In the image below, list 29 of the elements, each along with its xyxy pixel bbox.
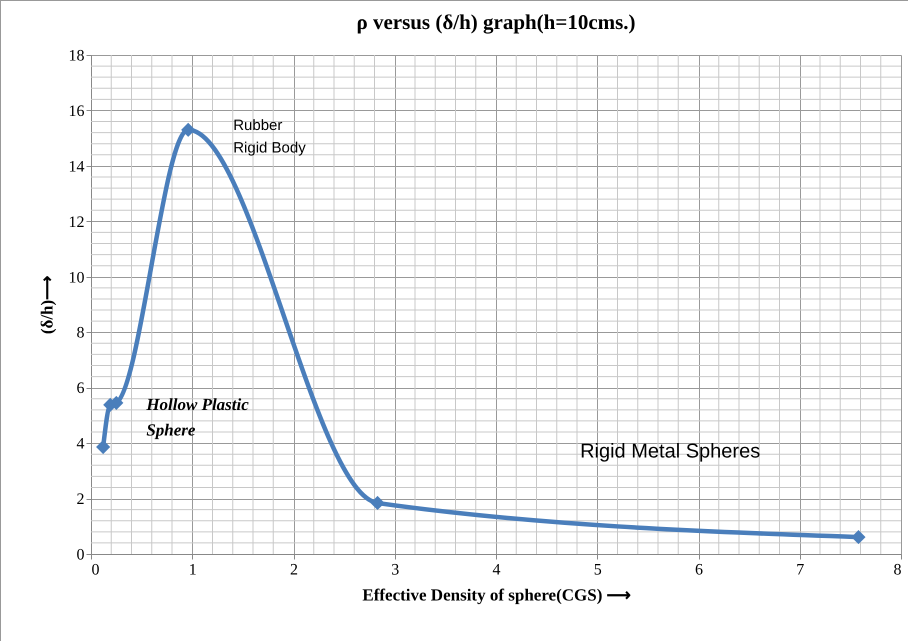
point — [96, 440, 110, 454]
annotation: Rigid Metal Spheres — [580, 440, 760, 463]
point — [851, 530, 866, 544]
x-tick-label: 8 — [894, 562, 902, 578]
y-tick-label: 10 — [68, 269, 84, 286]
chart-title: ρ versus (δ/h) graph(h=10cms.) — [356, 10, 636, 34]
y-tick-label: 8 — [76, 324, 84, 342]
y-tick-label: 12 — [68, 214, 84, 231]
y-tick-label: 6 — [76, 380, 84, 398]
x-tick-label: 4 — [492, 562, 500, 578]
x-tick-label: 1 — [188, 562, 197, 578]
x-axis-title: Effective Density of sphere(CGS) ⟶ — [362, 586, 631, 604]
y-tick-label: 4 — [76, 436, 84, 453]
y-tick-label: 2 — [76, 491, 84, 508]
annotation: Hollow Plastic Sphere — [145, 394, 250, 440]
x-tick-label: 5 — [594, 562, 602, 578]
x-tick-label: 2 — [290, 562, 298, 578]
point — [181, 122, 196, 137]
y-tick-label: 14 — [68, 158, 84, 176]
y-axis-title: (δ/h)⟶ — [38, 276, 56, 334]
x-tick-label: 3 — [391, 562, 400, 578]
y-tick-label: 0 — [76, 546, 84, 564]
y-tick-label: 18 — [68, 48, 84, 64]
y-tick-label: 16 — [68, 102, 84, 120]
x-tick-label: 6 — [695, 562, 703, 578]
annotation: Rubber Rigid Body — [233, 116, 306, 156]
x-tick-label: 7 — [796, 562, 804, 578]
point — [370, 496, 385, 510]
x-tick-label: 0 — [92, 562, 100, 578]
